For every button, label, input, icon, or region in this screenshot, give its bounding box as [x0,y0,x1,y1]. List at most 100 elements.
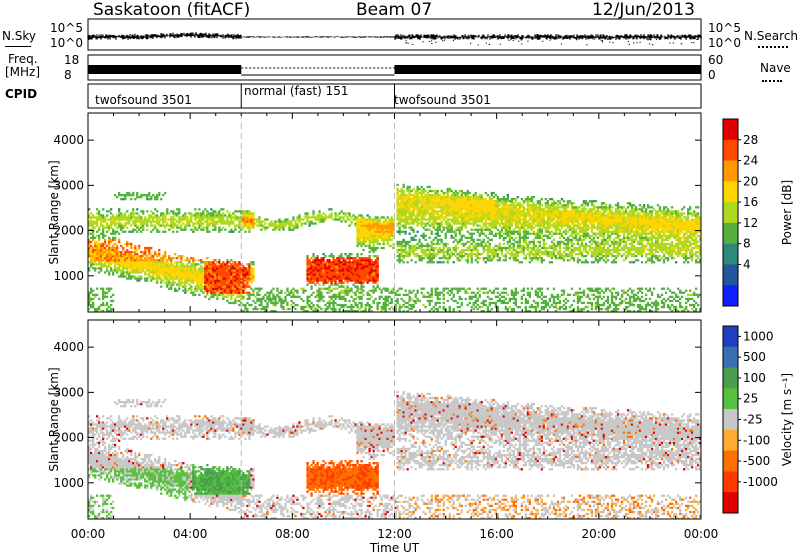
velocity-cell [246,470,249,473]
velocity-cell [160,488,163,491]
power-cell [196,285,199,288]
power-cell [230,285,233,288]
velocity-cell [198,494,201,497]
velocity-cell [276,508,279,512]
velocity-cell [90,510,93,514]
velocity-cell [246,500,249,503]
velocity-cell [192,480,195,483]
power-cell [296,289,299,292]
velocity-cell [94,460,97,463]
velocity-cell [200,492,203,495]
power-cell [178,208,181,211]
velocity-cell [88,468,91,471]
velocity-cell [314,517,317,520]
velocity-cell [108,453,111,457]
power-cell [106,291,109,294]
power-cell [106,222,109,225]
velocity-cell [204,496,207,499]
power-cell [234,283,237,286]
velocity-cell [332,500,335,503]
velocity-cell [220,421,223,424]
velocity-cell [228,492,231,495]
power-cell [328,301,331,305]
power-cell [146,224,149,227]
power-cell [194,267,197,270]
power-cell [216,293,219,296]
power-cell [332,283,335,286]
velocity-cell [328,466,331,469]
velocity-cell [244,476,247,479]
power-cell [242,275,245,278]
velocity-cell [292,508,295,512]
power-cell [128,253,131,256]
power-cell [320,291,323,294]
velocity-cell [248,429,251,432]
velocity-cell [242,486,245,489]
power-cell [168,263,171,266]
velocity-cell [130,482,133,485]
velocity-cell [184,496,187,499]
power-cell [244,277,247,280]
velocity-cell [138,462,141,465]
velocity-cell [98,433,101,436]
velocity-cell [114,462,117,465]
velocity-cell [88,423,91,426]
power-cell [160,265,163,268]
power-cell [268,297,271,301]
velocity-cell [128,460,131,463]
power-cell [178,216,181,219]
power-cell [106,303,109,307]
power-cell [162,220,165,223]
velocity-cell [198,429,201,432]
velocity-cell [136,433,139,436]
power-cell [110,295,113,298]
velocity-cell [324,494,327,497]
velocity-cell [238,472,241,475]
velocity-cell [110,510,113,514]
velocity-cell [286,500,289,503]
velocity-cell [106,510,109,514]
power-cell [318,283,321,286]
velocity-cell [160,470,163,473]
power-cell [314,275,317,278]
power-cell [122,224,125,227]
velocity-cell [230,466,233,469]
velocity-cell [330,423,333,426]
power-cell [132,255,135,258]
power-cell [90,240,93,244]
power-cell [264,307,267,311]
nsearch-tick-high: 10^5 [708,21,741,35]
velocity-cell [164,468,167,471]
power-cell [230,218,233,221]
power-cell [116,244,119,248]
power-cell [318,261,321,264]
velocity-cell [326,474,329,477]
power-cell [168,265,171,268]
velocity-cell [142,425,145,428]
velocity-cell [140,403,143,406]
power-cell [120,269,123,272]
power-cell [194,222,197,225]
power-cell [204,281,207,284]
power-cell [90,248,93,252]
velocity-cell [124,425,127,428]
power-cell [308,281,311,284]
velocity-cell [208,468,211,471]
velocity-cell [174,484,177,487]
power-cell [174,269,177,272]
power-cell [152,277,155,280]
power-cell [222,216,225,219]
velocity-cell [214,500,217,503]
velocity-cell [98,417,101,420]
power-cell [332,269,335,272]
velocity-cell [212,502,215,505]
power-cell [312,214,315,217]
velocity-cell [160,486,163,489]
velocity-cell [334,494,337,497]
velocity-cell [260,431,263,434]
velocity-cell [192,486,195,489]
power-cell [162,267,165,270]
power-cell [248,279,251,282]
velocity-cell [138,433,141,436]
power-cell [166,281,169,284]
